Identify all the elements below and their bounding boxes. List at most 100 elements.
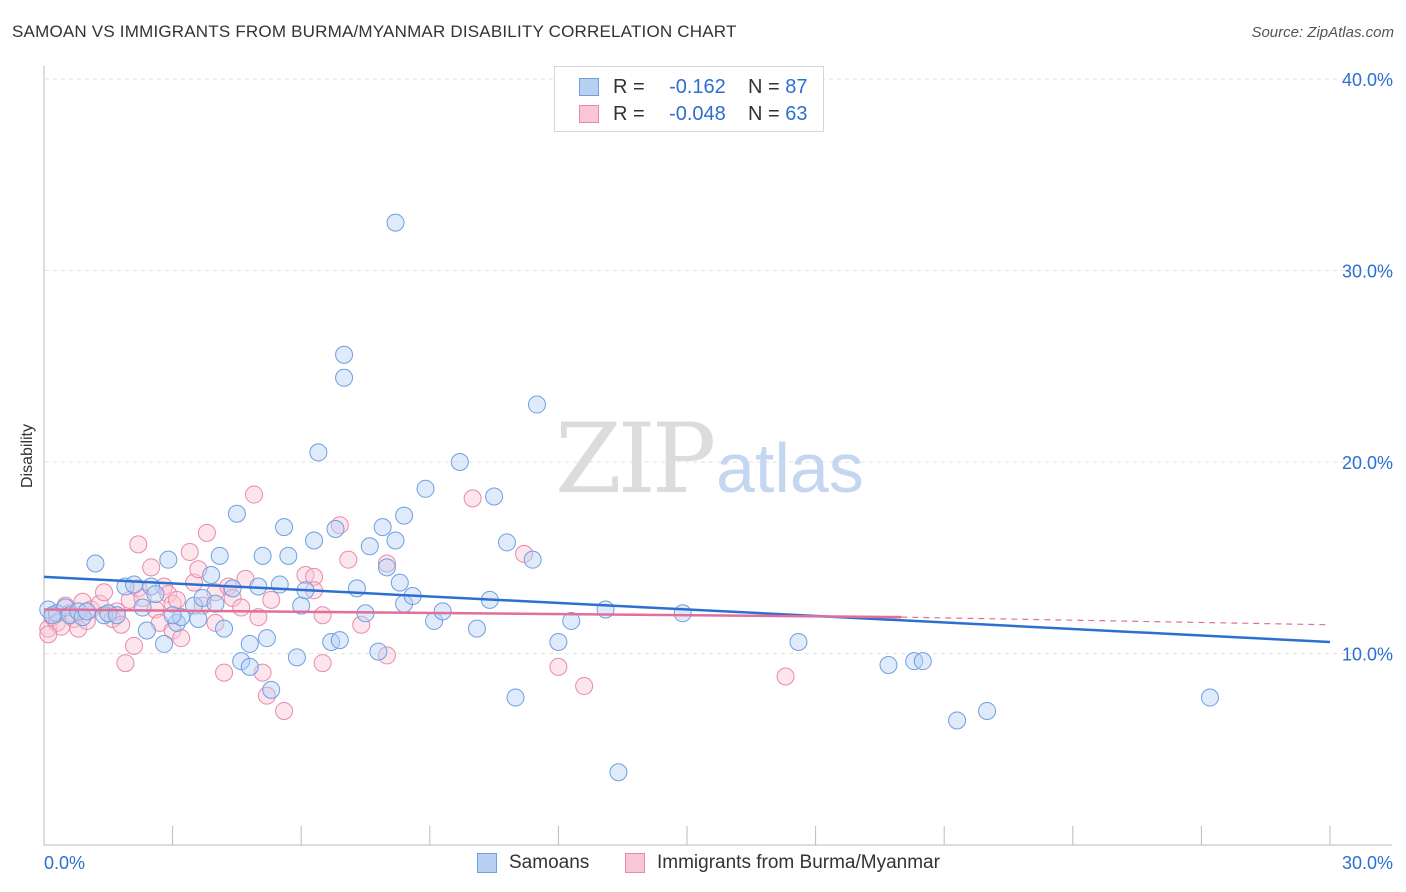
- samoans-point: [433, 602, 452, 621]
- burma-point: [776, 667, 795, 686]
- burma-point: [39, 625, 58, 644]
- stats-legend: R = -0.162 N = 87 R = -0.048 N = 63: [554, 66, 824, 132]
- samoans-point: [146, 585, 165, 604]
- burma-point: [215, 663, 234, 682]
- samoans-point: [133, 598, 152, 617]
- burma-point: [339, 550, 358, 569]
- y-tick-label: 20.0%: [1342, 453, 1393, 473]
- samoans-point: [467, 619, 486, 638]
- samoans-point: [86, 554, 105, 573]
- samoans-point: [523, 550, 542, 569]
- burma-trend-extension: [901, 616, 1331, 626]
- r-label: R =: [613, 102, 645, 125]
- y-tick-label: 40.0%: [1342, 70, 1393, 90]
- samoans-point: [189, 610, 208, 629]
- burma-swatch: [579, 105, 599, 123]
- burma-point: [159, 585, 178, 604]
- samoans-point: [257, 629, 276, 648]
- samoans-point: [287, 648, 306, 667]
- samoans-point: [305, 531, 324, 550]
- x-tick-label: 0.0%: [44, 853, 85, 873]
- source-credit: Source: ZipAtlas.com: [1251, 24, 1394, 41]
- samoans-point: [210, 546, 229, 565]
- samoans-point: [395, 506, 414, 525]
- burma-point: [116, 654, 135, 673]
- burma-point: [95, 583, 114, 602]
- legend-label-burma: Immigrants from Burma/Myanmar: [657, 852, 940, 873]
- samoans-swatch: [579, 78, 599, 96]
- samoans-point: [485, 487, 504, 506]
- samoans-point: [240, 634, 259, 653]
- samoans-point: [360, 537, 379, 556]
- samoans-point: [673, 604, 692, 623]
- samoans-point: [275, 518, 294, 537]
- chart-title: SAMOAN VS IMMIGRANTS FROM BURMA/MYANMAR …: [12, 22, 737, 41]
- burma-point: [262, 590, 281, 609]
- samoans-trend-line: [43, 575, 1331, 644]
- samoans-point: [335, 368, 354, 387]
- stats-row-samoans: R = -0.162 N = 87: [579, 74, 808, 100]
- burma-point: [180, 543, 199, 562]
- samoans-point: [270, 575, 289, 594]
- samoans-point: [240, 657, 259, 676]
- samoans-point: [609, 763, 628, 782]
- watermark-zip: ZIP: [555, 403, 714, 515]
- samoans-point: [262, 680, 281, 699]
- stats-row-burma: R = -0.048 N = 63: [579, 101, 808, 127]
- samoans-point: [206, 594, 225, 613]
- r-value: -0.162: [669, 75, 726, 98]
- samoans-point: [789, 633, 808, 652]
- burma-point: [377, 646, 396, 665]
- samoans-point: [279, 546, 298, 565]
- burma-point: [313, 606, 332, 625]
- samoans-point: [202, 565, 221, 584]
- samoans-point: [948, 711, 967, 730]
- legend-item-samoans: Samoans: [477, 852, 589, 874]
- watermark-atlas: atlas: [716, 429, 864, 507]
- samoans-point: [913, 652, 932, 671]
- samoans-point: [163, 606, 182, 625]
- samoans-point: [159, 550, 178, 569]
- burma-legend-swatch: [625, 853, 645, 873]
- samoans-point: [253, 546, 272, 565]
- samoans-point: [326, 520, 345, 539]
- burma-point: [129, 535, 148, 554]
- samoans-point: [386, 213, 405, 232]
- burma-point: [275, 701, 294, 720]
- burma-point: [232, 598, 251, 617]
- samoans-point: [335, 345, 354, 364]
- n-value: 63: [785, 102, 808, 125]
- samoans-point: [562, 611, 581, 630]
- series-legend: Samoans Immigrants from Burma/Myanmar: [0, 852, 1406, 878]
- r-value: -0.048: [669, 102, 726, 125]
- samoans-point: [309, 443, 328, 462]
- burma-point: [249, 608, 268, 627]
- burma-point: [549, 657, 568, 676]
- burma-point: [245, 485, 264, 504]
- burma-point: [172, 629, 191, 648]
- r-label: R =: [613, 75, 645, 98]
- samoans-point: [347, 579, 366, 598]
- burma-point: [142, 558, 161, 577]
- samoans-point: [390, 573, 409, 592]
- samoans-point: [549, 633, 568, 652]
- samoans-point: [125, 575, 144, 594]
- x-tick-label: 30.0%: [1342, 853, 1393, 873]
- burma-point: [575, 677, 594, 696]
- burma-point: [463, 489, 482, 508]
- burma-point: [313, 654, 332, 673]
- burma-point: [112, 615, 131, 634]
- samoans-point: [506, 688, 525, 707]
- n-label: N =: [748, 102, 780, 125]
- samoans-point: [227, 504, 246, 523]
- y-tick-label: 10.0%: [1342, 645, 1393, 665]
- y-axis-label: Disability: [19, 423, 36, 489]
- samoans-point: [450, 453, 469, 471]
- samoans-point: [232, 652, 251, 671]
- samoans-point: [223, 579, 242, 598]
- samoans-point: [369, 642, 388, 661]
- burma-point: [167, 590, 186, 609]
- n-value: 87: [785, 75, 808, 98]
- samoans-point: [373, 518, 392, 537]
